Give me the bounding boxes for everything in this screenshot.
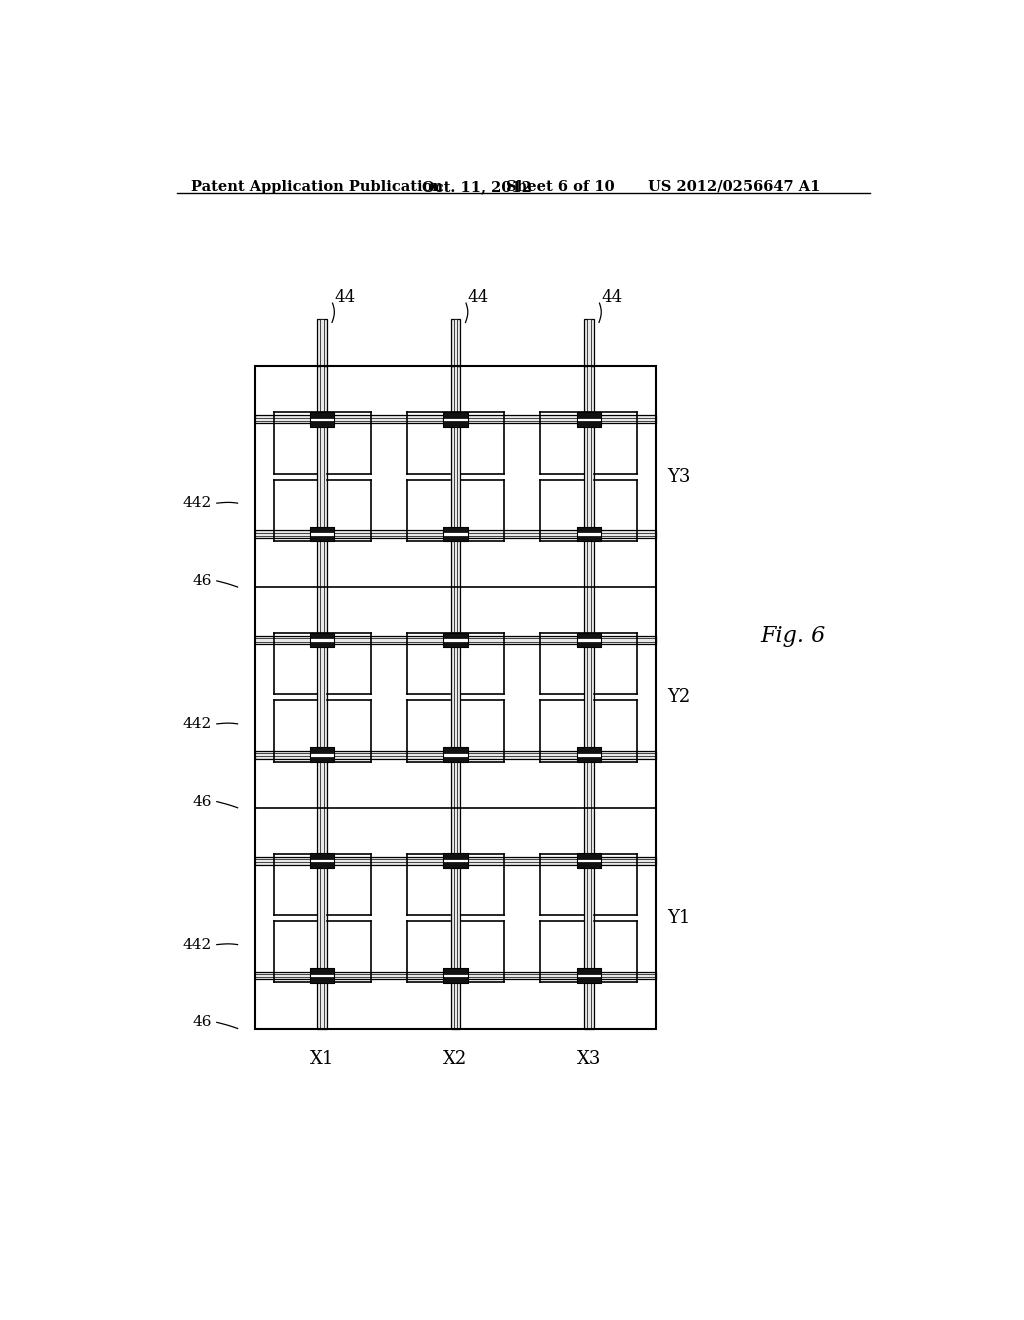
Bar (577, 412, 601, 426)
Bar (309, 747, 335, 752)
Bar (255, 972, 655, 979)
Bar (317, 318, 327, 367)
Text: 46: 46 (193, 1015, 212, 1030)
Bar (577, 527, 601, 532)
Bar (577, 854, 601, 859)
Bar (443, 527, 468, 532)
Bar (577, 412, 601, 417)
Text: X1: X1 (310, 1051, 334, 1068)
Bar (309, 642, 335, 647)
Text: 442: 442 (183, 717, 212, 731)
Bar (577, 642, 601, 647)
Bar (585, 367, 594, 1028)
Text: 46: 46 (193, 574, 212, 587)
Bar (451, 367, 460, 1028)
Bar (443, 642, 468, 647)
Bar (309, 747, 335, 762)
Bar (587, 318, 591, 367)
Bar (443, 412, 468, 417)
Bar (577, 747, 601, 762)
Bar (309, 527, 335, 532)
Bar (577, 632, 601, 639)
Bar (309, 854, 335, 869)
Text: X3: X3 (577, 1051, 601, 1068)
Bar (587, 367, 591, 1028)
Bar (577, 862, 601, 869)
Bar (255, 416, 655, 424)
Bar (451, 318, 460, 367)
Bar (577, 421, 601, 426)
Text: 442: 442 (183, 496, 212, 510)
Bar (255, 974, 655, 977)
Bar (321, 318, 324, 367)
Bar (309, 632, 335, 647)
Text: Y3: Y3 (668, 467, 690, 486)
Text: Y1: Y1 (668, 909, 690, 927)
Bar (577, 632, 601, 647)
Bar (255, 857, 655, 865)
Text: 44: 44 (335, 289, 355, 305)
Bar (443, 862, 468, 869)
Bar (443, 536, 468, 541)
Bar (255, 367, 655, 1028)
Bar (255, 531, 655, 539)
Bar (577, 527, 601, 541)
Bar (321, 367, 324, 1028)
Bar (309, 862, 335, 869)
Bar (309, 412, 335, 426)
Bar (443, 968, 468, 974)
Text: Sheet 6 of 10: Sheet 6 of 10 (506, 180, 615, 194)
Bar (443, 527, 468, 541)
Text: 44: 44 (601, 289, 623, 305)
Text: 46: 46 (193, 795, 212, 809)
Bar (577, 968, 601, 983)
Bar (309, 421, 335, 426)
Bar (443, 632, 468, 639)
Bar (577, 968, 601, 974)
Bar (577, 854, 601, 869)
Bar (443, 632, 468, 647)
Bar (443, 412, 468, 426)
Bar (255, 636, 655, 644)
Text: X2: X2 (443, 1051, 468, 1068)
Text: US 2012/0256647 A1: US 2012/0256647 A1 (648, 180, 820, 194)
Bar (309, 412, 335, 417)
Bar (577, 536, 601, 541)
Bar (309, 854, 335, 859)
Bar (443, 747, 468, 762)
Bar (443, 421, 468, 426)
Bar (577, 747, 601, 752)
Bar (255, 417, 655, 421)
Bar (309, 977, 335, 983)
Text: Patent Application Publication: Patent Application Publication (190, 180, 442, 194)
Text: Y2: Y2 (668, 689, 690, 706)
Text: 44: 44 (468, 289, 489, 305)
Text: Fig. 6: Fig. 6 (761, 624, 825, 647)
Bar (443, 977, 468, 983)
Bar (255, 751, 655, 759)
Bar (577, 756, 601, 762)
Bar (443, 747, 468, 752)
Text: Oct. 11, 2012: Oct. 11, 2012 (422, 180, 531, 194)
Bar (443, 854, 468, 859)
Bar (443, 968, 468, 983)
Bar (443, 854, 468, 869)
Bar (255, 754, 655, 756)
Text: 442: 442 (183, 937, 212, 952)
Bar (255, 532, 655, 536)
Bar (317, 367, 327, 1028)
Bar (255, 859, 655, 862)
Bar (454, 318, 458, 367)
Bar (309, 968, 335, 983)
Bar (577, 977, 601, 983)
Bar (309, 756, 335, 762)
Bar (309, 632, 335, 639)
Bar (454, 367, 458, 1028)
Bar (255, 639, 655, 642)
Bar (309, 968, 335, 974)
Bar (585, 318, 594, 367)
Bar (443, 756, 468, 762)
Bar (309, 527, 335, 541)
Bar (309, 536, 335, 541)
